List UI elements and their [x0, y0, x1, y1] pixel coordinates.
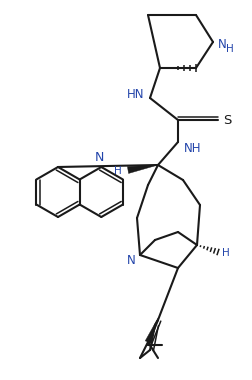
Text: N: N — [217, 38, 226, 51]
Polygon shape — [145, 318, 158, 343]
Polygon shape — [127, 165, 158, 173]
Text: S: S — [222, 114, 231, 127]
Text: H: H — [225, 44, 233, 54]
Text: N: N — [126, 253, 135, 266]
Text: NH: NH — [183, 142, 201, 155]
Text: N: N — [94, 151, 104, 164]
Text: H: H — [221, 248, 229, 258]
Text: H: H — [114, 166, 121, 176]
Text: HN: HN — [127, 89, 144, 101]
